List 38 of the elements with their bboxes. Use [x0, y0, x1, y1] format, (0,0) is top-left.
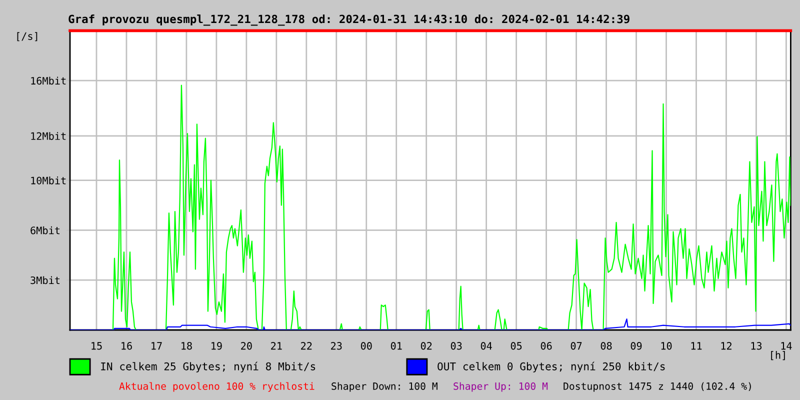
y-tick-label: 12Mbit: [31, 132, 66, 140]
text: Aktualne povoleno 100 % rychlosti: [119, 382, 314, 392]
x-tick-label: 21: [271, 342, 282, 350]
x-tick-label: 20: [241, 342, 252, 350]
y-tick-label: 16Mbit: [31, 76, 66, 85]
x-axis-title: [h]: [771, 351, 785, 360]
x-tick-label: 14: [781, 342, 792, 350]
x-tick-label: 23: [331, 342, 342, 350]
text: Shaper Up: 100 M: [454, 382, 548, 392]
x-tick-label: 05: [510, 342, 522, 350]
x-tick-label: 22: [301, 342, 312, 350]
x-tick-label: 02: [420, 342, 432, 350]
x-tick-label: 06: [540, 342, 552, 350]
x-tick-label: 10: [661, 342, 672, 350]
y-tick-label: 3Mbit: [30, 276, 60, 284]
x-tick-label: 17: [152, 342, 162, 350]
y-tick-label: 6Mbit: [30, 226, 60, 234]
x-tick-label: 08: [600, 342, 612, 350]
x-tick-label: 19: [212, 342, 222, 350]
y-axis-title: [/s]: [17, 32, 38, 42]
x-tick-label: 12: [721, 342, 732, 350]
x-tick-label: 04: [480, 342, 492, 350]
legend-label: OUT celkem 0 Gbytes; nyní 250 kbit/s: [438, 362, 665, 372]
x-tick-label: 00: [360, 342, 372, 350]
x-tick-label: 07: [570, 342, 582, 350]
x-tick-label: 13: [751, 342, 762, 350]
x-tick-label: 03: [450, 342, 462, 350]
x-tick-label: 11: [691, 342, 702, 350]
y-tick-label: 10Mbit: [31, 176, 66, 184]
legend-label: IN celkem 25 Gbytes; nyní 8 Mbit/s: [101, 362, 316, 372]
x-tick-label: 01: [390, 342, 402, 350]
x-tick-label: 09: [630, 342, 642, 350]
x-tick-label: 18: [182, 342, 192, 350]
chart-title: Graf provozu quesmpl_172_21_128_178 od: 2024-01-31 14:43:10 do: 2024-02-01 14:42:39: [68, 14, 630, 26]
text: Shaper Down: 100 M: [332, 382, 438, 392]
text: Dostupnost 1475 z 1440 (102.4 %): [564, 382, 751, 392]
x-tick-label: 15: [92, 342, 102, 350]
x-tick-label: 16: [122, 342, 132, 350]
